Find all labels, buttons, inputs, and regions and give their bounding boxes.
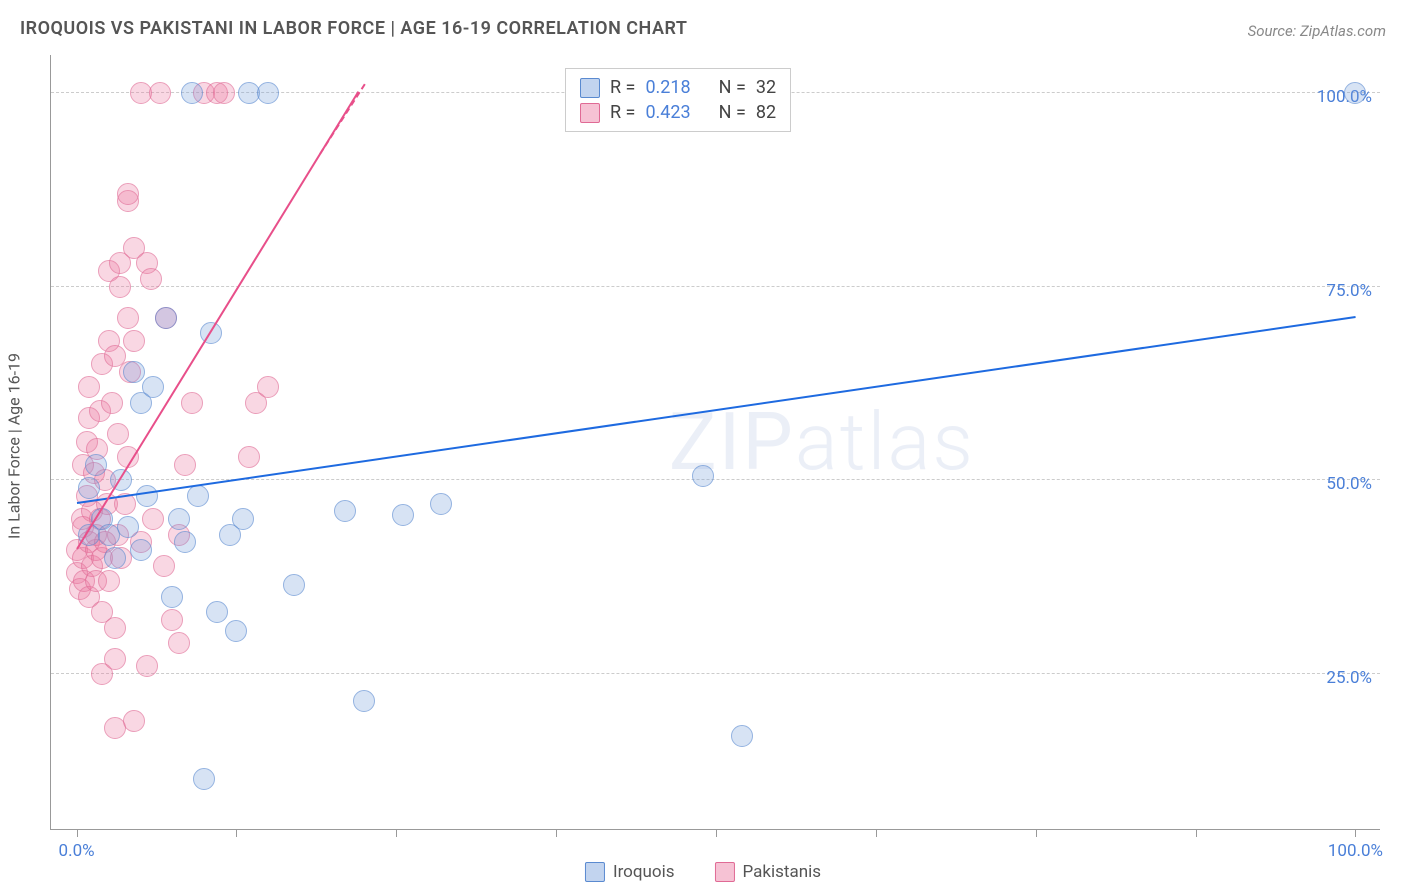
blue-point	[136, 485, 158, 507]
blue-point	[334, 500, 356, 522]
pink-point	[104, 648, 126, 670]
pink-point	[98, 570, 120, 592]
blue-point	[257, 82, 279, 104]
blue-point	[181, 82, 203, 104]
blue-point	[1344, 82, 1366, 104]
pink-point	[257, 376, 279, 398]
pink-swatch-icon	[715, 862, 735, 882]
blue-point	[283, 574, 305, 596]
x-tick	[396, 829, 397, 837]
pink-point	[174, 454, 196, 476]
n-value: 82	[756, 102, 776, 123]
x-tick-label: 100.0%	[1328, 841, 1383, 861]
legend-correlation: R = 0.218 N = 32 R = 0.423 N = 82	[565, 68, 791, 132]
n-label: N =	[719, 102, 746, 123]
x-tick	[1355, 829, 1356, 837]
gridline	[51, 479, 1380, 480]
blue-point	[692, 465, 714, 487]
x-tick	[1196, 829, 1197, 837]
blue-point	[392, 504, 414, 526]
y-tick-label: 50.0%	[1326, 474, 1372, 494]
pink-point	[136, 655, 158, 677]
pink-point	[140, 268, 162, 290]
pink-point	[149, 82, 171, 104]
blue-point	[123, 361, 145, 383]
legend-series: Iroquois Pakistanis	[585, 862, 821, 882]
r-label: R =	[610, 102, 635, 123]
blue-point	[232, 508, 254, 530]
pink-point	[142, 508, 164, 530]
blue-point	[142, 376, 164, 398]
pink-point	[161, 609, 183, 631]
blue-point	[155, 307, 177, 329]
blue-point	[161, 586, 183, 608]
blue-point	[78, 477, 100, 499]
pink-point	[123, 330, 145, 352]
legend-row: R = 0.423 N = 82	[580, 100, 776, 125]
blue-point	[225, 620, 247, 642]
pink-point	[123, 710, 145, 732]
pink-point	[213, 82, 235, 104]
pink-point	[153, 555, 175, 577]
pink-point	[104, 617, 126, 639]
y-tick-label: 75.0%	[1326, 281, 1372, 301]
legend-item: Pakistanis	[715, 862, 822, 882]
y-axis-label: In Labor Force | Age 16-19	[5, 353, 24, 539]
pink-point	[181, 392, 203, 414]
legend-label: Pakistanis	[743, 862, 822, 882]
blue-point	[85, 454, 107, 476]
blue-point	[731, 725, 753, 747]
pink-point	[78, 376, 100, 398]
blue-swatch-icon	[585, 862, 605, 882]
x-tick	[236, 829, 237, 837]
blue-point	[430, 493, 452, 515]
plot-area: ZIPatlas 25.0%50.0%75.0%100.0%0.0%100.0%	[50, 55, 1380, 830]
blue-point	[174, 531, 196, 553]
legend-item: Iroquois	[585, 862, 675, 882]
blue-point	[117, 516, 139, 538]
chart-source: Source: ZipAtlas.com	[1248, 22, 1386, 40]
x-tick	[556, 829, 557, 837]
legend-label: Iroquois	[613, 862, 675, 882]
blue-swatch-icon	[580, 78, 600, 98]
x-tick	[77, 829, 78, 837]
blue-point	[104, 547, 126, 569]
pink-swatch-icon	[580, 103, 600, 123]
chart-title: IROQUOIS VS PAKISTANI IN LABOR FORCE | A…	[20, 18, 687, 39]
blue-point	[168, 508, 190, 530]
chart-container: IROQUOIS VS PAKISTANI IN LABOR FORCE | A…	[0, 0, 1406, 892]
pink-point	[109, 276, 131, 298]
gridline	[51, 286, 1380, 287]
x-tick-label: 0.0%	[59, 841, 95, 861]
y-tick-label: 25.0%	[1326, 668, 1372, 688]
r-value: 0.218	[645, 77, 690, 98]
gridline	[51, 673, 1380, 674]
pink-point	[101, 392, 123, 414]
pink-point	[117, 307, 139, 329]
n-value: 32	[756, 77, 776, 98]
blue-point	[353, 690, 375, 712]
r-label: R =	[610, 77, 635, 98]
blue-point	[206, 601, 228, 623]
n-label: N =	[719, 77, 746, 98]
legend-row: R = 0.218 N = 32	[580, 75, 776, 100]
pink-point	[168, 632, 190, 654]
pink-trendline	[319, 83, 365, 154]
pink-point	[238, 446, 260, 468]
blue-trendline	[76, 316, 1355, 504]
pink-point	[107, 423, 129, 445]
blue-point	[130, 539, 152, 561]
x-tick	[876, 829, 877, 837]
r-value: 0.423	[645, 102, 690, 123]
x-tick	[716, 829, 717, 837]
pink-point	[117, 183, 139, 205]
blue-point	[193, 768, 215, 790]
x-tick	[1036, 829, 1037, 837]
blue-point	[187, 485, 209, 507]
